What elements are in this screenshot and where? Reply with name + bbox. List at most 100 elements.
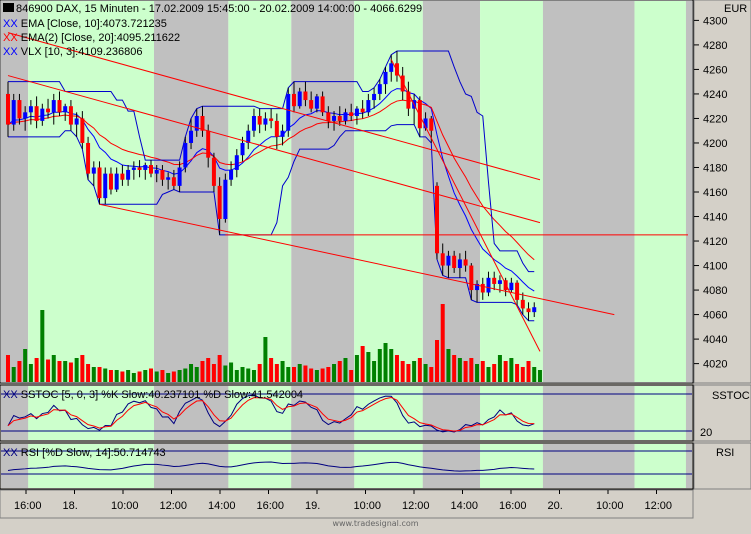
candle-body [108, 173, 113, 190]
price-axis-panel [693, 0, 751, 384]
candle-body [34, 106, 39, 121]
session-band [542, 1, 635, 382]
session-band [685, 1, 692, 382]
candle-body [446, 255, 451, 266]
volume-bar [91, 367, 96, 382]
volume-bar [440, 304, 445, 382]
volume-bar [23, 349, 28, 382]
volume-bar [326, 367, 331, 382]
volume-bar [229, 362, 234, 382]
candle-body [11, 100, 16, 125]
candle-body [234, 155, 239, 170]
price-tick-label: 4060 [703, 310, 727, 322]
candle-body [440, 253, 445, 266]
volume-bar [452, 355, 457, 382]
volume-bar [177, 370, 182, 382]
volume-bar [103, 368, 108, 382]
candle-body [520, 299, 525, 309]
volume-bar [463, 361, 468, 382]
candle-body [320, 96, 325, 113]
legend-icon: XX [3, 32, 18, 44]
candle-body [503, 280, 508, 291]
trend-line [99, 203, 615, 316]
time-tick-label: 10:00 [596, 500, 624, 512]
volume-bar [251, 370, 256, 382]
volume-bar [469, 358, 474, 382]
candle-body [171, 177, 176, 186]
price-tick-label: 4100 [703, 261, 727, 273]
volume-bar [97, 367, 102, 382]
candle-body [297, 91, 302, 107]
volume-bar [246, 368, 251, 382]
candle-body [354, 108, 359, 116]
time-tick-label: 12:00 [645, 500, 673, 512]
candle-body [40, 108, 45, 121]
candle-body [263, 118, 268, 125]
volume-bar [297, 364, 302, 382]
volume-bar [120, 371, 125, 382]
volume-bar [509, 358, 514, 382]
volume-bar [63, 361, 68, 382]
trend-line [7, 75, 541, 224]
candle-body [143, 165, 148, 170]
volume-bar [383, 343, 388, 382]
volume-bar [240, 367, 245, 382]
volume-bar [435, 340, 439, 382]
volume-bar [343, 358, 348, 382]
candle-body [400, 75, 405, 92]
candle-body [423, 118, 428, 129]
price-tick-label: 4080 [703, 285, 727, 297]
volume-bar [131, 373, 136, 382]
volume-bar [320, 368, 325, 382]
time-tick-label: 14:00 [208, 500, 236, 512]
candle-body [183, 142, 188, 168]
time-axis: 16:00 18. 10:00 12:00 14:00 16:00 19. 10:00 12:0… [14, 490, 672, 512]
candle-body [257, 116, 262, 125]
candle-body [309, 100, 314, 109]
volume-bar [211, 364, 216, 382]
volume-bar [57, 361, 62, 382]
volume-bar [406, 364, 411, 382]
rsi-axis-label: RSI [716, 447, 734, 459]
volume-bar [292, 367, 296, 382]
candle-body [86, 142, 91, 174]
volume-bar [314, 370, 319, 382]
volume-bar [149, 368, 153, 382]
candle-body [251, 116, 256, 131]
ema10-line [7, 88, 535, 292]
candle-body [429, 118, 434, 131]
candle-body [149, 165, 153, 174]
volume-bar [6, 355, 10, 382]
sstoc-panel-frame [0, 384, 694, 442]
candle-body [46, 108, 51, 113]
candle-body [91, 167, 96, 174]
session-band [685, 386, 692, 440]
session-bands [1, 1, 692, 488]
candle-body [211, 157, 216, 186]
candle-body [126, 169, 131, 180]
oscillator-lines [1, 393, 692, 475]
volume-bar [526, 361, 531, 382]
candle-body [372, 93, 377, 101]
candle-body [63, 106, 68, 113]
price-tick-label: 4260 [703, 64, 727, 76]
volume-bar [475, 364, 480, 382]
candle-body [452, 255, 457, 268]
volume-bar [520, 367, 525, 382]
volume-bar [532, 367, 537, 382]
volume-bars [6, 304, 542, 382]
trend-line [390, 59, 541, 352]
time-tick-label: 12:00 [402, 500, 430, 512]
price-tick-label: 4040 [703, 334, 727, 346]
volume-bar [114, 370, 119, 382]
price-tick-label: 4200 [703, 138, 727, 150]
volume-bar [143, 370, 148, 382]
footer-credit: www.tradesignal.com [332, 519, 419, 528]
price-tick-label: 4220 [703, 113, 727, 125]
legend-icon: XX [3, 389, 18, 401]
volume-bar [269, 358, 274, 382]
candle-body [292, 93, 296, 107]
session-band [685, 444, 692, 488]
time-tick-label: 14:00 [451, 500, 479, 512]
candle-body [137, 167, 142, 170]
